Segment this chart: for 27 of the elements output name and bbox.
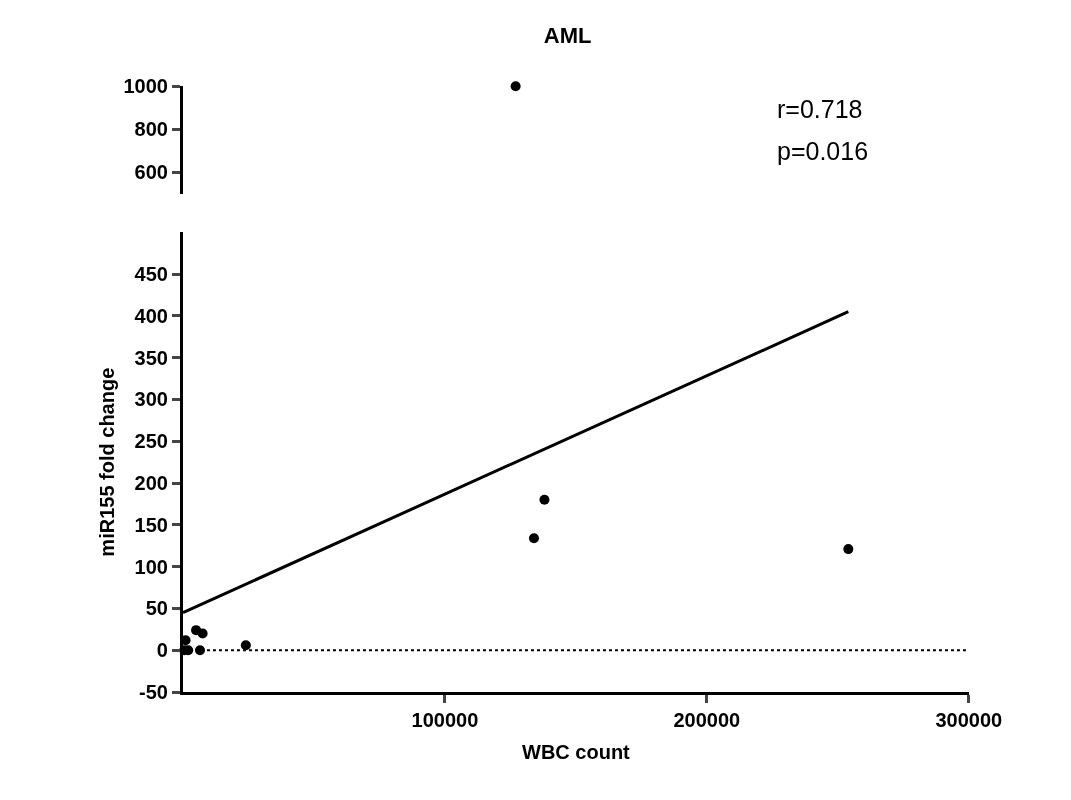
point (843, 544, 854, 555)
y-tick-label: 350 (134, 346, 168, 369)
y-tick-label: 0 (156, 639, 168, 662)
y-tick-label: 100 (134, 555, 168, 578)
point (528, 533, 539, 544)
y-tick-label: 150 (134, 513, 168, 536)
x-tick-label: 300000 (935, 709, 1003, 731)
y-tick-label: -50 (139, 681, 168, 703)
y-tick-label: 200 (134, 472, 168, 495)
y-tick-label: 800 (134, 118, 168, 141)
x-tick-label: 100000 (411, 709, 479, 731)
y-tick-label: 300 (134, 388, 168, 411)
y-tick-label: 1000 (123, 75, 168, 98)
y-tick-label: 250 (134, 430, 168, 453)
y-axis-title: miR155 fold change (96, 367, 119, 557)
point (240, 640, 251, 651)
y-tick-label: 450 (134, 263, 168, 286)
point (539, 494, 550, 505)
point (197, 628, 208, 639)
y-tick-label: 400 (134, 304, 168, 327)
y-tick-label: 50 (145, 597, 168, 620)
annotation: r=0.718 (777, 95, 863, 123)
x-axis-title: WBC count (522, 740, 631, 763)
chart-title: AML (543, 23, 592, 49)
annotation: p=0.016 (777, 137, 869, 165)
x-tick-label: 200000 (673, 709, 741, 731)
y-tick-label: 600 (134, 161, 168, 184)
